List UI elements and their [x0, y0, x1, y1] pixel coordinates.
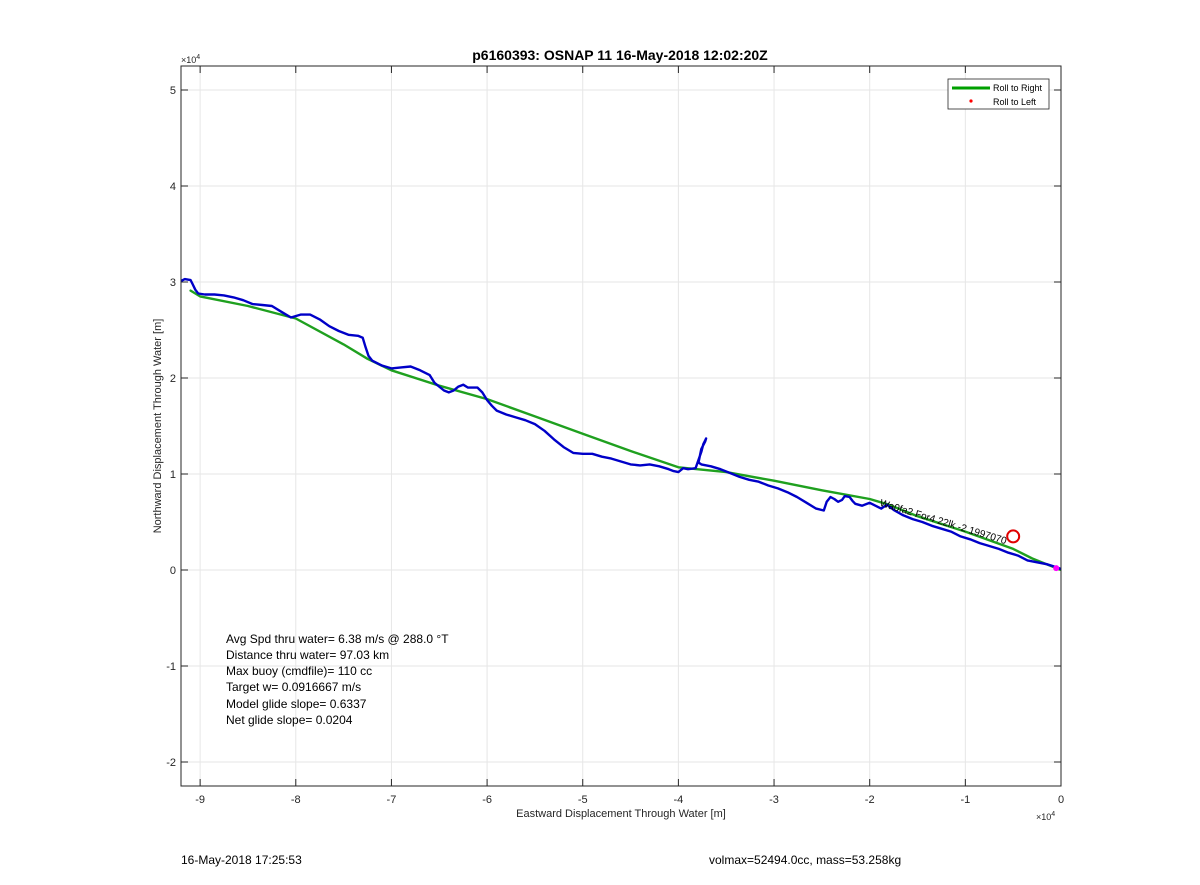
y-axis-label: Northward Displacement Through Water [m]: [152, 319, 164, 534]
x-tick-label: -8: [291, 794, 301, 806]
legend-label-roll-right: Roll to Right: [993, 83, 1043, 93]
legend: Roll to Right Roll to Left: [947, 78, 1050, 110]
y-tick-label: 2: [170, 373, 176, 385]
x-tick-label: -5: [578, 794, 588, 806]
stat-distance: Distance thru water= 97.03 km: [226, 648, 389, 662]
x-tick-label: -9: [195, 794, 205, 806]
x-multiplier-exp: 4: [1051, 811, 1055, 818]
x-tick-label: 0: [1058, 794, 1064, 806]
legend-box: [947, 78, 1050, 110]
x-multiplier-base: ×10: [1036, 812, 1051, 822]
x-tick-label: -1: [960, 794, 970, 806]
x-tick-label: -4: [674, 794, 684, 806]
target-circle-marker: [1006, 529, 1021, 544]
y-multiplier-base: ×10: [181, 55, 196, 65]
x-axis-label: Eastward Displacement Through Water [m]: [516, 808, 726, 820]
x-axis-multiplier: ×104: [1036, 811, 1055, 822]
end-marker: [1053, 565, 1060, 572]
stat-target-w: Target w= 0.0916667 m/s: [226, 680, 361, 694]
y-tick-label: 3: [170, 277, 176, 289]
stat-max-buoy: Max buoy (cmdfile)= 110 cc: [226, 664, 372, 678]
stat-avg-speed: Avg Spd thru water= 6.38 m/s @ 288.0 °T: [226, 632, 449, 646]
y-multiplier-exp: 4: [196, 54, 200, 61]
x-tick-label: -3: [769, 794, 779, 806]
footer-timestamp: 16-May-2018 17:25:53: [181, 853, 302, 867]
series-roll-to-right: [189, 289, 1061, 572]
axis-ticks: -9 -8 -7 -6 -5 -4 -3 -2 -1 0 -2 -1 0 1 2 3 4 5: [166, 66, 1064, 806]
series-track: [181, 277, 1061, 571]
y-tick-label: 1: [170, 469, 176, 481]
chart-title: p6160393: OSNAP 11 16-May-2018 12:02:20Z: [472, 47, 768, 63]
y-tick-label: 5: [170, 85, 176, 97]
plot-area: [181, 66, 1061, 786]
plot-frame: [180, 65, 1062, 787]
legend-label-roll-left: Roll to Left: [993, 97, 1037, 107]
y-tick-label: -2: [166, 757, 176, 769]
y-tick-label: -1: [166, 661, 176, 673]
stat-net-glide: Net glide slope= 0.0204: [226, 713, 353, 727]
y-tick-label: 0: [170, 565, 176, 577]
y-axis-multiplier: ×104: [181, 54, 200, 65]
x-tick-label: -7: [387, 794, 397, 806]
stats-block: Avg Spd thru water= 6.38 m/s @ 288.0 °T …: [226, 632, 449, 727]
x-tick-label: -6: [482, 794, 492, 806]
x-tick-label: -2: [865, 794, 875, 806]
legend-dot-roll-left: [969, 99, 973, 103]
footer-volmax-mass: volmax=52494.0cc, mass=53.258kg: [709, 853, 901, 867]
stat-model-glide: Model glide slope= 0.6337: [226, 697, 367, 711]
y-tick-label: 4: [170, 181, 176, 193]
